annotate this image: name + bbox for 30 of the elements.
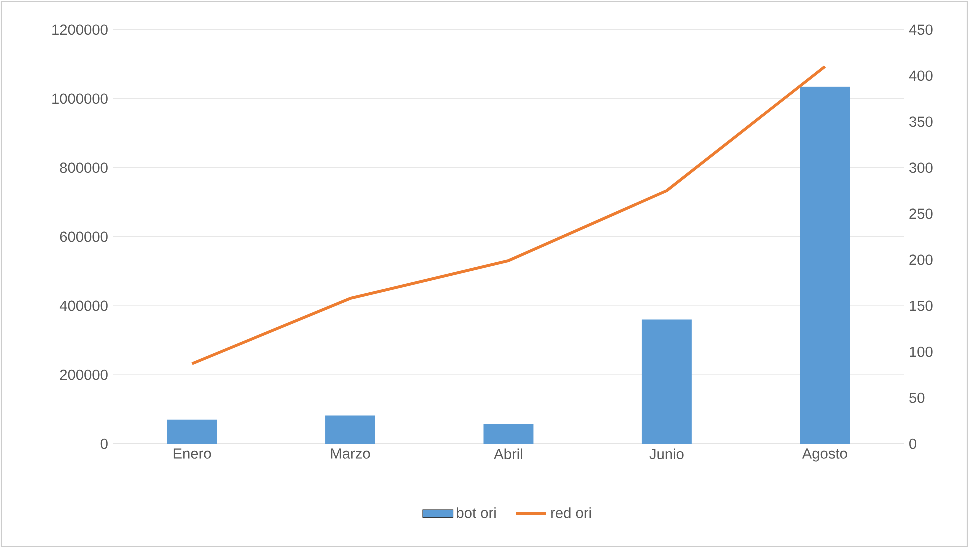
bar xyxy=(326,416,376,444)
bar xyxy=(167,420,218,444)
y2-tick-label: 350 xyxy=(910,116,933,128)
y-tick-label: 0 xyxy=(100,438,108,450)
y-tick-label: 1200000 xyxy=(52,24,108,36)
y-tick-label: 400000 xyxy=(60,300,108,312)
x-tick-label: Marzo xyxy=(331,448,370,459)
bar xyxy=(800,86,850,444)
bar xyxy=(642,320,692,444)
y2-tick-label: 400 xyxy=(909,70,933,82)
y2-tick-label: 300 xyxy=(910,162,933,174)
y2-tick-label: 150 xyxy=(910,300,933,312)
bar xyxy=(484,424,534,444)
y2-tick-label: 200 xyxy=(910,254,933,266)
y-tick-label: 200000 xyxy=(60,370,108,380)
y-tick-label: 1000000 xyxy=(52,94,108,104)
y2-tick-label: 250 xyxy=(910,208,933,220)
y-tick-label: 600000 xyxy=(60,232,108,242)
y-tick-label: 800000 xyxy=(60,162,108,174)
x-tick-label: Abril xyxy=(494,448,522,460)
x-tick-label: Junio xyxy=(650,448,684,460)
y2-tick-label: 50 xyxy=(910,392,925,404)
x-tick-label: Agosto xyxy=(802,448,848,462)
y2-tick-label: 100 xyxy=(910,346,933,358)
y2-tick-label: 450 xyxy=(909,24,933,36)
x-tick-label: Enero xyxy=(174,448,212,459)
y2-tick-label: 0 xyxy=(910,438,917,450)
legend-label: bot ori xyxy=(457,508,496,518)
legend-label: red ori xyxy=(552,508,592,518)
line-series xyxy=(190,65,827,366)
